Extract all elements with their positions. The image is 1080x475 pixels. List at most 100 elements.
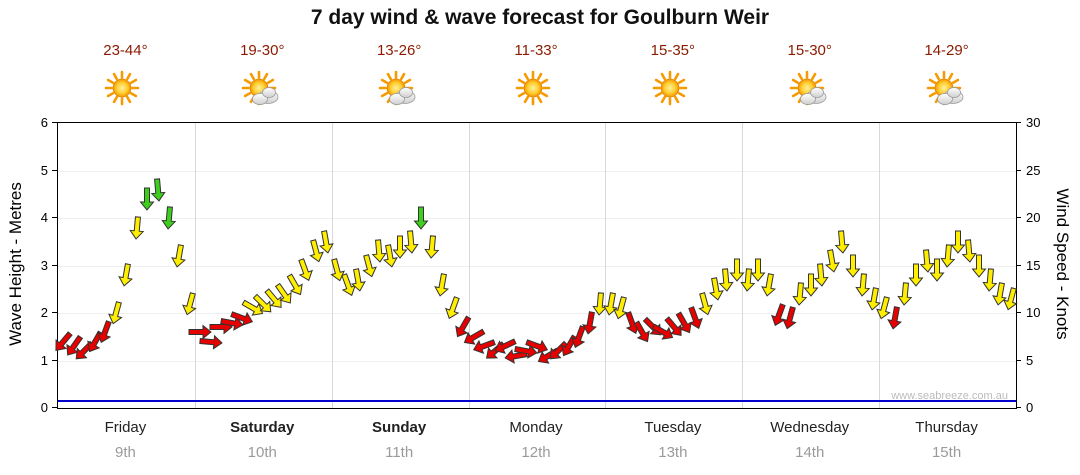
right-axis-tick xyxy=(1016,217,1021,218)
wind-arrow xyxy=(608,295,634,326)
wind-arrow xyxy=(292,257,318,288)
wind-arrow-icon xyxy=(392,235,408,259)
temperature-range: 11-33° xyxy=(514,42,558,59)
wind-arrow xyxy=(419,234,445,265)
wind-arrow xyxy=(829,229,855,260)
day-date: 13th xyxy=(658,444,688,461)
sun-icon xyxy=(515,70,551,106)
wind-arrow xyxy=(756,272,782,303)
right-axis-tick xyxy=(1016,122,1021,123)
wind-arrow xyxy=(703,276,729,307)
wind-arrow-icon xyxy=(129,215,145,240)
wind-arrow xyxy=(366,238,392,269)
temperature-range: 15-30° xyxy=(787,42,832,59)
wind-arrow-icon xyxy=(771,303,786,326)
wind-arrow-icon xyxy=(525,339,549,355)
wind-arrow xyxy=(850,272,876,303)
day-date: 11th xyxy=(385,444,414,461)
wind-arrow xyxy=(313,229,339,260)
wind-arrow xyxy=(134,186,160,217)
day-name: Tuesday xyxy=(644,419,702,436)
wind-arrow xyxy=(50,329,76,360)
day-name: Thursday xyxy=(915,419,978,436)
wind-arrow xyxy=(250,291,276,322)
left-axis-tick-label: 1 xyxy=(40,352,48,368)
wind-arrow xyxy=(261,286,287,317)
wind-arrow-icon xyxy=(981,268,997,292)
temperature-range: 15-35° xyxy=(650,42,696,59)
wind-arrow xyxy=(629,319,655,350)
right-axis-tick-label: 0 xyxy=(1026,400,1034,415)
wind-arrow-icon xyxy=(708,277,724,301)
wind-arrow xyxy=(335,272,361,303)
day-separator-gridline xyxy=(195,123,196,408)
weather-icon-sun xyxy=(650,70,696,115)
cloud-icon xyxy=(389,87,416,105)
wind-arrow-icon xyxy=(739,268,755,292)
right-axis-tick-label: 25 xyxy=(1026,162,1041,178)
wind-arrow xyxy=(650,319,676,350)
wind-arrow-icon xyxy=(241,299,263,317)
right-axis-tick-label: 5 xyxy=(1026,352,1034,368)
left-axis-tick-label: 0 xyxy=(40,400,48,415)
day-name: Wednesday xyxy=(770,419,850,436)
wind-arrow-icon xyxy=(298,258,314,282)
cloud-icon xyxy=(252,87,279,105)
wind-arrow xyxy=(92,319,118,350)
wind-arrow-icon xyxy=(729,258,745,283)
wind-arrow-icon xyxy=(230,310,254,326)
wave-height-line xyxy=(58,400,1016,402)
wind-arrow xyxy=(450,314,476,345)
day-name: Friday xyxy=(104,419,147,436)
wind-arrow xyxy=(156,205,182,236)
right-axis-tick-label: 30 xyxy=(1026,115,1041,130)
right-axis-tick xyxy=(1016,170,1021,171)
wind-arrow xyxy=(398,229,424,260)
left-axis-tick xyxy=(52,122,57,123)
wind-arrow xyxy=(966,253,992,284)
left-axis-tick-label: 5 xyxy=(40,162,48,178)
day-separator-gridline xyxy=(469,123,470,408)
wind-arrow xyxy=(956,238,982,269)
wind-arrow-icon xyxy=(171,244,187,268)
wind-arrow-icon xyxy=(961,239,977,263)
day-separator-gridline xyxy=(605,123,606,408)
wind-arrow-icon xyxy=(455,315,472,338)
wind-arrow-icon xyxy=(371,239,387,263)
wind-arrow xyxy=(661,314,687,345)
wind-arrow-icon xyxy=(181,291,197,315)
wind-arrow xyxy=(713,267,739,298)
wind-arrow-icon xyxy=(423,234,440,259)
left-axis-tick xyxy=(52,360,57,361)
left-axis-title: Wave Height - Metres xyxy=(6,182,25,346)
weather-icon-sun-cloud xyxy=(924,70,970,115)
weather-icon-sun xyxy=(513,70,559,115)
wind-arrow xyxy=(166,243,192,274)
chart-title: 7 day wind & wave forecast for Goulburn … xyxy=(310,6,770,29)
wind-arrow xyxy=(924,257,950,288)
wind-arrow-icon xyxy=(887,305,902,330)
day-separator-gridline xyxy=(879,123,880,408)
wind-arrow-icon xyxy=(253,293,272,312)
wind-arrow-icon xyxy=(750,258,766,283)
wind-arrow xyxy=(145,177,171,208)
wind-arrow-icon xyxy=(719,268,735,292)
wind-arrow-icon xyxy=(760,272,776,297)
wind-arrow xyxy=(471,333,497,364)
wind-arrow-icon xyxy=(403,230,419,254)
wind-arrow xyxy=(819,248,845,279)
wind-arrow-icon xyxy=(845,254,861,278)
wind-arrow xyxy=(113,262,139,293)
right-axis-tick xyxy=(1016,265,1021,266)
wind-arrow xyxy=(840,253,866,284)
wind-arrow-icon xyxy=(198,334,223,350)
left-axis-tick-label: 4 xyxy=(40,210,48,225)
wind-arrow-icon xyxy=(444,296,460,320)
wind-arrow-icon xyxy=(950,230,966,254)
wind-arrow-icon xyxy=(1002,286,1018,311)
wind-arrow-icon xyxy=(971,254,987,278)
wind-arrow-icon xyxy=(803,273,819,297)
day-name: Sunday xyxy=(372,419,427,436)
wind-arrow xyxy=(356,253,382,284)
